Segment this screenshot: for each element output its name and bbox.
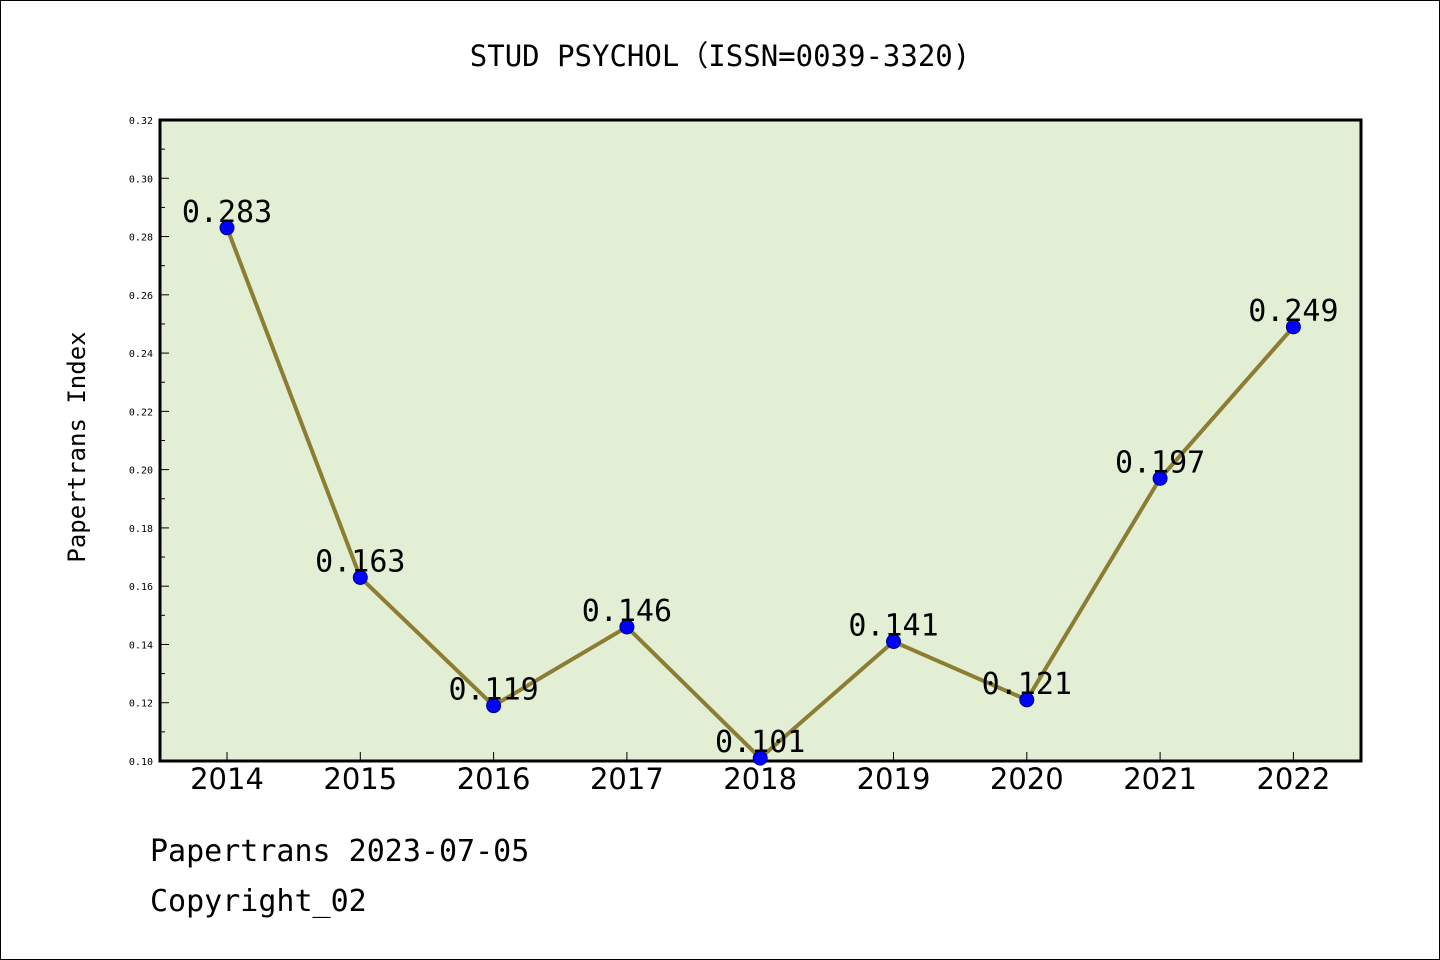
- y-tick-label: 0.26: [129, 291, 153, 302]
- y-tick-label: 0.16: [129, 582, 153, 593]
- y-tick-label: 0.28: [129, 233, 153, 244]
- data-label: 0.119: [448, 673, 538, 708]
- y-tick-label: 0.20: [129, 466, 153, 477]
- data-point: [219, 220, 235, 236]
- y-tick-label: 0.30: [129, 174, 153, 185]
- x-tick-label: 2016: [457, 762, 531, 796]
- data-label: 0.249: [1248, 294, 1338, 329]
- plot-area: [158, 118, 1363, 763]
- y-axis-ticks: 0.10 0.12 0.14 0.16 0.18 0.20 0.22 0.24 0.26 0.28…: [129, 116, 169, 768]
- footer-copyright: Copyright_02: [150, 884, 367, 919]
- y-tick-label: 0.32: [129, 116, 153, 127]
- x-tick-label: 2020: [990, 762, 1064, 796]
- x-tick-label: 2018: [723, 762, 797, 796]
- x-tick-label: 2019: [857, 762, 931, 796]
- x-tick-label: 2014: [190, 762, 264, 796]
- data-point: [352, 569, 368, 585]
- data-point: [1152, 470, 1168, 486]
- x-tick-label: 2015: [323, 762, 397, 796]
- footer-source: Papertrans 2023-07-05: [150, 834, 530, 869]
- data-label: 0.121: [982, 667, 1072, 702]
- x-tick-label: 2017: [590, 762, 664, 796]
- y-tick-label: 0.10: [129, 757, 153, 768]
- y-tick-label: 0.14: [129, 640, 153, 651]
- data-label: 0.283: [182, 195, 272, 230]
- x-tick-label: 2021: [1123, 762, 1197, 796]
- data-point: [1019, 692, 1035, 708]
- series-papertrans-index: [219, 220, 1301, 766]
- chart-title: STUD PSYCHOL（ISSN=0039-3320): [470, 39, 970, 73]
- y-tick-label: 0.24: [129, 349, 153, 360]
- data-point: [619, 619, 635, 635]
- data-point: [1285, 319, 1301, 335]
- y-tick-label: 0.12: [129, 699, 153, 710]
- data-label: 0.146: [582, 594, 672, 629]
- y-axis-label: Papertrans Index: [63, 331, 91, 562]
- data-label: 0.197: [1115, 445, 1205, 480]
- y-tick-label: 0.18: [129, 524, 153, 535]
- x-tick-label: 2022: [1256, 762, 1330, 796]
- data-point: [486, 698, 502, 714]
- y-tick-label: 0.22: [129, 407, 153, 418]
- x-axis-ticks: 2014 2015 2016 2017 2018 2019 2020 2021 2022: [190, 752, 1330, 796]
- data-point: [752, 750, 768, 766]
- data-label: 0.163: [315, 544, 405, 579]
- data-point: [886, 634, 901, 650]
- data-label: 0.141: [848, 609, 938, 644]
- data-labels: 0.283 0.163 0.119 0.146 0.101 0.141 0.121 0.197…: [182, 195, 1339, 760]
- data-label: 0.101: [715, 725, 805, 760]
